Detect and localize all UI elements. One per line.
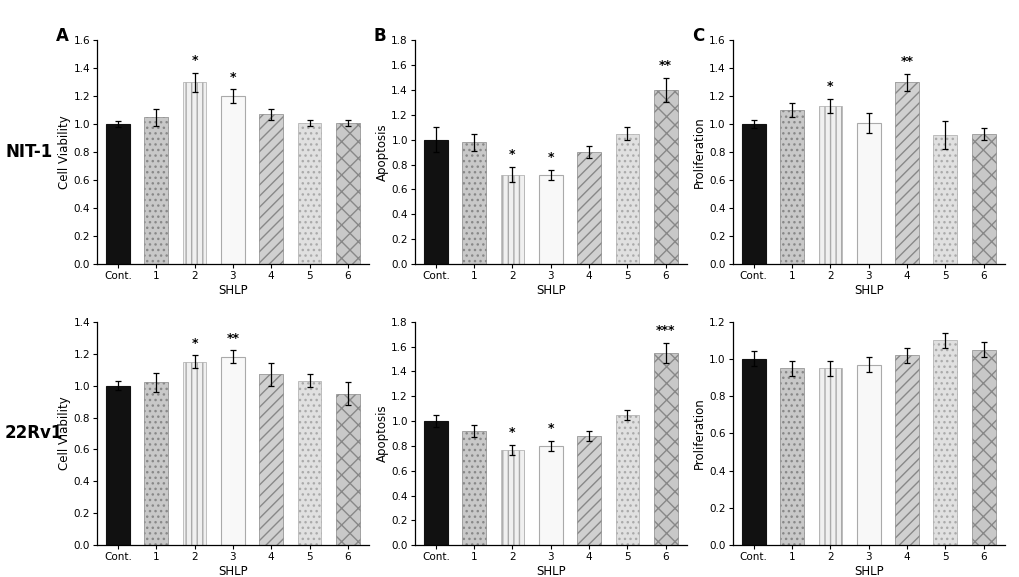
Bar	[106, 385, 129, 545]
Text: *: *	[826, 81, 833, 93]
Text: *: *	[192, 336, 198, 350]
Bar	[856, 365, 879, 545]
Bar	[462, 143, 486, 264]
Bar	[577, 152, 600, 264]
Bar	[424, 421, 447, 545]
Text: *: *	[508, 148, 516, 162]
Bar	[856, 123, 879, 264]
Bar	[932, 136, 956, 264]
Text: B: B	[374, 27, 386, 45]
Text: *: *	[547, 151, 553, 164]
Bar	[335, 123, 360, 264]
Bar	[538, 446, 562, 545]
Bar	[500, 449, 524, 545]
Bar	[298, 381, 321, 545]
Bar	[971, 350, 995, 545]
Text: *: *	[229, 71, 236, 84]
Text: *: *	[547, 422, 553, 435]
Y-axis label: Apoptosis: Apoptosis	[375, 404, 388, 462]
Bar	[462, 431, 486, 545]
Bar	[259, 114, 283, 264]
Bar	[145, 383, 168, 545]
Y-axis label: Proliferation: Proliferation	[693, 398, 706, 469]
Y-axis label: Cell Viability: Cell Viability	[57, 396, 70, 470]
Bar	[221, 96, 245, 264]
X-axis label: SHLP: SHLP	[535, 565, 566, 577]
Text: *: *	[508, 426, 516, 439]
Text: A: A	[56, 27, 69, 45]
Bar	[653, 353, 677, 545]
Y-axis label: Proliferation: Proliferation	[693, 117, 706, 188]
X-axis label: SHLP: SHLP	[853, 284, 882, 297]
Bar	[741, 124, 765, 264]
Bar	[182, 83, 206, 264]
Bar	[653, 90, 677, 264]
Bar	[424, 140, 447, 264]
X-axis label: SHLP: SHLP	[218, 565, 248, 577]
Text: ***: ***	[655, 324, 675, 337]
Bar	[182, 362, 206, 545]
Bar	[932, 340, 956, 545]
Bar	[577, 436, 600, 545]
Bar	[780, 368, 803, 545]
Bar	[259, 374, 283, 545]
Text: **: **	[658, 59, 672, 72]
Bar	[500, 175, 524, 264]
Bar	[335, 394, 360, 545]
Text: *: *	[192, 54, 198, 67]
Text: **: **	[226, 332, 239, 345]
Text: **: **	[900, 55, 913, 68]
Bar	[145, 117, 168, 264]
Bar	[614, 415, 639, 545]
X-axis label: SHLP: SHLP	[535, 284, 566, 297]
X-axis label: SHLP: SHLP	[853, 565, 882, 577]
Y-axis label: Apoptosis: Apoptosis	[375, 123, 388, 181]
Bar	[106, 124, 129, 264]
Bar	[221, 357, 245, 545]
X-axis label: SHLP: SHLP	[218, 284, 248, 297]
Bar	[817, 368, 842, 545]
Bar	[895, 355, 918, 545]
Bar	[298, 123, 321, 264]
Y-axis label: Cell Viability: Cell Viability	[57, 115, 70, 189]
Bar	[971, 134, 995, 264]
Bar	[741, 359, 765, 545]
Bar	[614, 133, 639, 264]
Bar	[538, 175, 562, 264]
Text: 22Rv1: 22Rv1	[5, 425, 63, 443]
Bar	[895, 83, 918, 264]
Text: NIT-1: NIT-1	[5, 143, 52, 161]
Text: C: C	[691, 27, 703, 45]
Bar	[780, 110, 803, 264]
Bar	[817, 106, 842, 264]
